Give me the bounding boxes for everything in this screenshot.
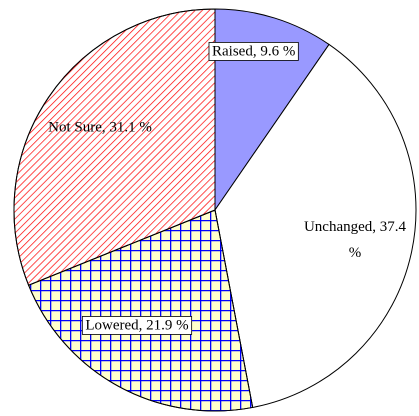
slice-group bbox=[214, 43, 417, 409]
slice bbox=[214, 43, 417, 409]
slice-group bbox=[27, 209, 254, 412]
slice-hatch bbox=[13, 8, 216, 286]
label-box bbox=[208, 42, 299, 61]
slice-label: Unchanged, 37.4% bbox=[304, 219, 407, 261]
slice-group bbox=[13, 8, 216, 286]
label-box bbox=[81, 316, 193, 335]
slice-label: Lowered, 21.9 % bbox=[85, 317, 188, 333]
slice-label: Not Sure, 31.1 % bbox=[48, 119, 152, 135]
slice-label: Raised, 9.6 % bbox=[212, 43, 295, 59]
slice-hatch bbox=[27, 209, 254, 412]
label-line: Unchanged, 37.4 bbox=[304, 219, 407, 235]
label-line: % bbox=[349, 245, 362, 261]
